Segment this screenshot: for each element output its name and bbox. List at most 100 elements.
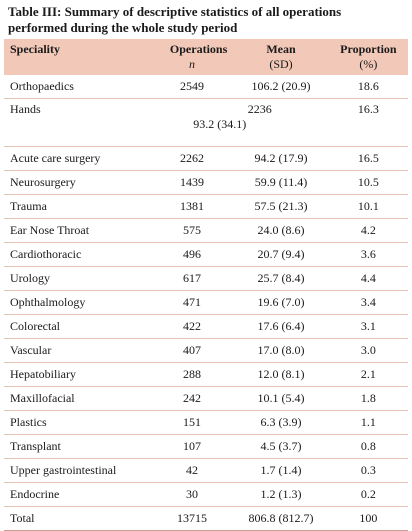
header-row: Speciality Operations n Mean (SD) Propor… [4, 39, 408, 75]
table-row-hands: Hands 2236 93.2 (34.1) 16.3 [4, 99, 408, 147]
cell-speciality: Ear Nose Throat [10, 223, 90, 237]
table-row: Plastics 151 6.3 (3.9) 1.1 [4, 411, 408, 435]
cell-mean: 1.2 (1.3) [260, 487, 302, 501]
table-row: Upper gastrointestinal 42 1.7 (1.4) 0.3 [4, 459, 408, 483]
header-mean: Mean (SD) [233, 39, 328, 75]
cell-speciality: Maxillofacial [10, 391, 75, 405]
cell-mean: 24.0 (8.6) [257, 223, 305, 237]
cell-speciality: Upper gastrointestinal [10, 463, 117, 477]
cell-mean: 806.8 (812.7) [248, 511, 314, 525]
cell-mean: 6.3 (3.9) [260, 415, 302, 429]
cell-speciality: Hepatobiliary [10, 367, 76, 381]
cell-operations: 407 [182, 343, 201, 357]
cell-speciality: Transplant [10, 439, 61, 453]
cell-proportion: 16.5 [357, 151, 379, 165]
cell-operations: 151 [182, 415, 201, 429]
cell-proportion: 16.3 [357, 102, 379, 116]
cell-mean: 106.2 (20.9) [251, 79, 311, 93]
cell-operations: 288 [182, 367, 201, 381]
cell-operations: 2262 [179, 151, 204, 165]
table-row: Urology 617 25.7 (8.4) 4.4 [4, 267, 408, 291]
table-body: Orthopaedics 2549 106.2 (20.9) 18.6 Hand… [4, 75, 408, 531]
cell-proportion: 100 [359, 511, 378, 525]
cell-operations: 575 [182, 223, 201, 237]
cell-speciality: Hands [10, 102, 41, 116]
cell-mean: 12.0 (8.1) [257, 367, 305, 381]
cell-proportion: 3.1 [360, 319, 376, 333]
cell-mean: 25.7 (8.4) [257, 271, 305, 285]
cell-proportion: 10.5 [357, 175, 379, 189]
caption-line-1: Table III: Summary of descriptive statis… [8, 4, 342, 19]
statistics-table: Speciality Operations n Mean (SD) Propor… [4, 39, 408, 531]
table-row: Cardiothoracic 496 20.7 (9.4) 3.6 [4, 243, 408, 267]
cell-speciality: Ophthalmology [10, 295, 86, 309]
cell-operations: 471 [182, 295, 201, 309]
cell-mean: 93.2 (34.1) [193, 117, 247, 131]
table-row-total: Total 13715 806.8 (812.7) 100 [4, 507, 408, 531]
table-row: Trauma 1381 57.5 (21.3) 10.1 [4, 195, 408, 219]
table-row: Hepatobiliary 288 12.0 (8.1) 2.1 [4, 363, 408, 387]
header-speciality: Speciality [10, 42, 60, 56]
cell-mean: 57.5 (21.3) [254, 199, 308, 213]
table-row: Colorectal 422 17.6 (6.4) 3.1 [4, 315, 408, 339]
header-mean-sub: (SD) [269, 57, 293, 71]
cell-speciality: Plastics [10, 415, 47, 429]
cell-speciality: Endocrine [10, 487, 60, 501]
cell-proportion: 3.0 [360, 343, 376, 357]
cell-operations: 2549 [179, 79, 204, 93]
table-row: Ophthalmology 471 19.6 (7.0) 3.4 [4, 291, 408, 315]
cell-speciality: Acute care surgery [10, 151, 101, 165]
table-row: Vascular 407 17.0 (8.0) 3.0 [4, 339, 408, 363]
cell-speciality: Neurosurgery [10, 175, 76, 189]
cell-operations: 242 [182, 391, 201, 405]
cell-speciality: Urology [10, 271, 50, 285]
cell-speciality: Cardiothoracic [10, 247, 82, 261]
cell-mean: 19.6 (7.0) [257, 295, 305, 309]
table-row: Acute care surgery 2262 94.2 (17.9) 16.5 [4, 147, 408, 171]
cell-proportion: 3.4 [360, 295, 376, 309]
table-row: Orthopaedics 2549 106.2 (20.9) 18.6 [4, 75, 408, 99]
header-operations: Operations n [151, 39, 234, 75]
header-proportion-sub: (%) [359, 57, 378, 71]
cell-mean: 10.1 (5.4) [257, 391, 305, 405]
cell-proportion: 2.1 [360, 367, 376, 381]
cell-proportion: 1.8 [360, 391, 376, 405]
cell-mean: 94.2 (17.9) [254, 151, 308, 165]
cell-speciality: Total [10, 511, 35, 525]
cell-proportion: 0.8 [360, 439, 376, 453]
cell-hands-merged: 2236 93.2 (34.1) [151, 99, 329, 147]
header-operations-sub: n [188, 57, 195, 71]
cell-mean: 1.7 (1.4) [260, 463, 302, 477]
table-row: Maxillofacial 242 10.1 (5.4) 1.8 [4, 387, 408, 411]
cell-proportion: 4.2 [360, 223, 376, 237]
cell-proportion: 18.6 [357, 79, 379, 93]
cell-proportion: 10.1 [357, 199, 379, 213]
cell-speciality: Orthopaedics [10, 79, 74, 93]
cell-operations: 30 [185, 487, 198, 501]
caption-line-2: performed during the whole study period [8, 20, 238, 35]
cell-speciality: Trauma [10, 199, 47, 213]
cell-mean: 17.6 (6.4) [257, 319, 305, 333]
cell-proportion: 3.6 [360, 247, 376, 261]
cell-speciality: Colorectal [10, 319, 60, 333]
cell-proportion: 4.4 [360, 271, 376, 285]
cell-operations: 422 [182, 319, 201, 333]
table-caption: Table III: Summary of descriptive statis… [8, 4, 408, 36]
cell-operations: 107 [182, 439, 201, 453]
cell-operations: 2236 [247, 102, 272, 116]
table-row: Ear Nose Throat 575 24.0 (8.6) 4.2 [4, 219, 408, 243]
cell-operations: 1439 [179, 175, 204, 189]
cell-mean: 59.9 (11.4) [254, 175, 308, 189]
table-row: Endocrine 30 1.2 (1.3) 0.2 [4, 483, 408, 507]
header-proportion: Proportion (%) [329, 39, 408, 75]
table-row: Neurosurgery 1439 59.9 (11.4) 10.5 [4, 171, 408, 195]
cell-operations: 1381 [179, 199, 204, 213]
cell-operations: 617 [182, 271, 201, 285]
cell-proportion: 1.1 [360, 415, 376, 429]
cell-mean: 20.7 (9.4) [257, 247, 305, 261]
cell-proportion: 0.3 [360, 463, 376, 477]
cell-operations: 496 [182, 247, 201, 261]
cell-mean: 17.0 (8.0) [257, 343, 305, 357]
cell-proportion: 0.2 [360, 487, 376, 501]
